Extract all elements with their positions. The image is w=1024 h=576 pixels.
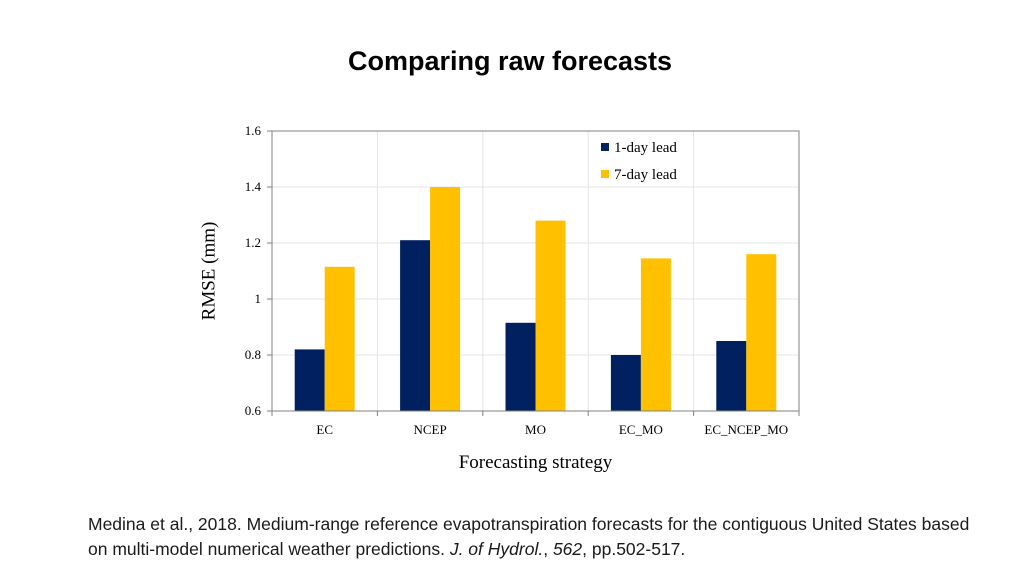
citation-volume: 562	[552, 539, 583, 559]
y-ticks: 0.6 0.8 1 1.2 1.4 1.6	[245, 123, 272, 418]
bar-7-day-ec	[324, 266, 355, 411]
bar-7-day-mo	[535, 220, 566, 411]
x-tick-label: MO	[525, 422, 546, 437]
x-axis-label: Forecasting strategy	[459, 452, 613, 473]
citation-pages: , pp.502-517.	[582, 539, 686, 559]
bar-1-day-ncep	[400, 240, 431, 411]
legend: 1-day lead 7-day lead	[601, 140, 677, 183]
citation: Medina et al., 2018. Medium-range refere…	[88, 512, 988, 562]
legend-swatch	[601, 170, 609, 178]
bar-1-day-ec-mo	[610, 355, 641, 411]
citation-text: Medina et al., 2018. Medium-range refere…	[88, 514, 970, 559]
citation-journal: J. of Hydrol.	[449, 539, 544, 559]
slide-title: Comparing raw forecasts	[347, 46, 673, 76]
x-tick-label: EC_MO	[619, 422, 663, 437]
y-axis-label: RMSE (mm)	[198, 222, 219, 321]
x-ticks: EC NCEP MO EC_MO EC_NCEP_MO	[271, 411, 800, 437]
y-tick-label: 0.8	[245, 347, 261, 362]
x-tick-label: EC	[316, 422, 333, 437]
legend-label: 1-day lead	[614, 140, 677, 156]
bars	[294, 187, 777, 411]
bar-7-day-ec-ncep-mo	[746, 254, 777, 411]
bar-1-day-ec	[294, 349, 325, 411]
y-tick-label: 1.2	[245, 235, 261, 250]
y-tick-label: 1.6	[245, 123, 262, 138]
bar-chart: 0.6 0.8 1 1.2 1.4 1.6 EC NCEP MO EC_MO EC_NCEP_MO…	[198, 123, 800, 473]
y-tick-label: 1	[255, 291, 262, 306]
x-tick-label: EC_NCEP_MO	[704, 422, 788, 437]
citation-separator: ,	[543, 539, 553, 559]
bar-1-day-mo	[505, 322, 536, 411]
legend-swatch	[601, 143, 609, 151]
x-tick-label: NCEP	[413, 422, 446, 437]
legend-label: 7-day lead	[614, 167, 677, 183]
bar-7-day-ncep	[430, 187, 461, 411]
bar-1-day-ec-ncep-mo	[716, 341, 747, 411]
y-tick-label: 0.6	[245, 403, 262, 418]
y-tick-label: 1.4	[245, 179, 262, 194]
bar-7-day-ec-mo	[640, 258, 671, 411]
plot-frame	[271, 130, 800, 412]
